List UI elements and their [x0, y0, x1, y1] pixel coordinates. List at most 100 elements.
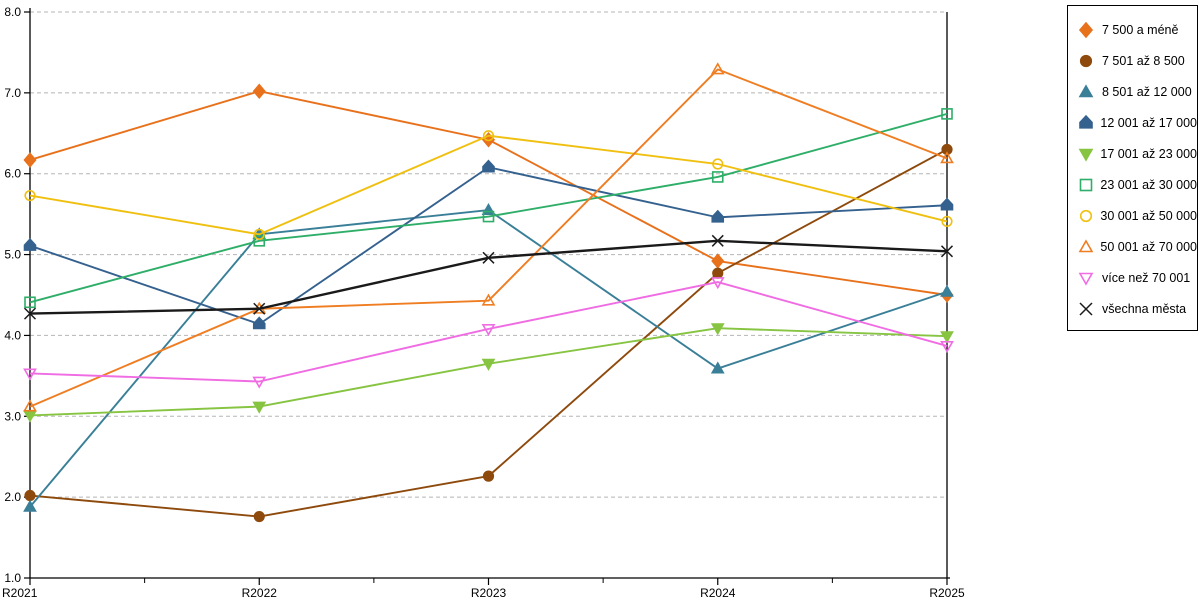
chart-legend: 7 500 a méně 7 501 až 8 500 8 501 až 12 00… [1067, 5, 1198, 331]
marker-circle [482, 470, 495, 482]
x-tick-label: R2025 [929, 586, 965, 600]
legend-item-4: 17 001 až 23 000 [1068, 138, 1197, 169]
marker-triangle-down [940, 331, 954, 344]
y-tick-label: 3.0 [4, 409, 21, 423]
marker-triangle-down [252, 376, 267, 389]
marker-triangle-up [940, 284, 954, 297]
legend-item-5: 23 001 až 30 000 [1068, 169, 1197, 200]
marker-triangle-up [481, 202, 496, 216]
marker-circle [253, 510, 265, 523]
pentagon-up-legend-icon [1079, 114, 1093, 129]
marker-triangle-up [23, 499, 37, 512]
marker-triangle-up [481, 293, 496, 306]
triangle-up-legend-icon [1078, 83, 1094, 97]
marker-circle [941, 215, 953, 228]
marker-triangle-up [710, 361, 725, 374]
marker-square [24, 296, 36, 309]
marker-triangle-up [1078, 238, 1094, 252]
marker-pentagon-up [940, 197, 954, 211]
marker-pentagon-up [252, 316, 266, 330]
marker-square [1079, 178, 1093, 191]
x-tick-label: R2021 [2, 586, 38, 600]
legend-item-1: 7 501 až 8 500 [1068, 45, 1197, 76]
marker-triangle-down [710, 277, 725, 290]
marker-triangle-down [481, 324, 496, 337]
marker-triangle-up [23, 399, 37, 412]
marker-triangle-down [710, 323, 725, 336]
marker-triangle-down [23, 368, 37, 381]
marker-x [1079, 301, 1093, 316]
legend-label: všechna města [1102, 301, 1187, 316]
legend-label: více než 70 001 [1102, 270, 1191, 285]
y-tick-label: 6.0 [4, 167, 21, 181]
marker-circle [24, 489, 36, 502]
circle-legend-icon [1079, 209, 1093, 222]
marker-diamond [711, 253, 725, 269]
series-line-7 [29, 68, 948, 408]
marker-diamond [252, 83, 266, 99]
x-tick-label: R2022 [242, 586, 278, 600]
legend-label: 7 501 až 8 500 [1102, 53, 1185, 68]
triangle-down-legend-icon [1078, 272, 1094, 286]
marker-circle [1079, 209, 1093, 222]
legend-item-9: všechna města [1068, 293, 1197, 324]
marker-circle [1079, 54, 1093, 67]
legend-label: 12 001 až 17 000 [1100, 115, 1197, 130]
y-tick-label: 2.0 [4, 490, 21, 504]
legend-item-0: 7 500 a méně [1068, 14, 1197, 45]
y-tick-label: 4.0 [4, 328, 21, 342]
x-legend-icon [1079, 301, 1093, 316]
marker-circle [712, 267, 724, 279]
x-tick-label: R2024 [700, 586, 736, 600]
marker-diamond [1078, 21, 1094, 38]
marker-circle [482, 130, 495, 142]
marker-circle [712, 158, 724, 170]
marker-square [253, 235, 266, 247]
marker-square [941, 108, 953, 120]
marker-triangle-up [1078, 83, 1094, 97]
marker-triangle-down [252, 401, 267, 414]
legend-item-3: 12 001 až 17 000 [1068, 107, 1197, 138]
circle-legend-icon [1079, 54, 1093, 67]
marker-circle [24, 189, 36, 202]
y-tick-label: 1.0 [4, 571, 21, 585]
legend-item-6: 30 001 až 50 000 [1068, 200, 1197, 231]
legend-item-7: 50 001 až 70 000 [1068, 231, 1197, 262]
marker-x [253, 302, 266, 315]
marker-x [711, 234, 724, 247]
legend-item-8: více než 70 001 [1068, 262, 1197, 293]
marker-square [482, 210, 495, 223]
marker-pentagon-up [23, 237, 37, 251]
x-tick-label: R2023 [471, 586, 507, 600]
marker-diamond [23, 152, 37, 168]
legend-item-2: 8 501 až 12 000 [1068, 76, 1197, 107]
marker-triangle-up [710, 62, 725, 75]
marker-square [711, 171, 724, 183]
marker-x [940, 245, 954, 258]
marker-pentagon-up [1079, 114, 1093, 129]
marker-pentagon-up [482, 159, 495, 173]
legend-label: 50 001 až 70 000 [1100, 239, 1197, 254]
legend-label: 30 001 až 50 000 [1100, 208, 1197, 223]
series-line-9 [29, 239, 948, 315]
series-line-8 [29, 281, 948, 383]
marker-triangle-down [1078, 148, 1094, 162]
series-line-6 [29, 134, 948, 236]
legend-label: 17 001 až 23 000 [1100, 146, 1197, 161]
y-tick-label: 5.0 [4, 248, 21, 262]
y-tick-label: 7.0 [4, 86, 21, 100]
square-legend-icon [1079, 178, 1093, 191]
legend-label: 7 500 a méně [1102, 22, 1179, 37]
marker-pentagon-up [711, 209, 725, 223]
diamond-legend-icon [1078, 21, 1094, 38]
marker-x [482, 251, 495, 264]
triangle-down-legend-icon [1078, 148, 1094, 162]
y-tick-label: 8.0 [4, 5, 21, 19]
legend-label: 8 501 až 12 000 [1102, 84, 1192, 99]
series-line-4 [29, 327, 948, 417]
triangle-up-legend-icon [1078, 238, 1094, 252]
marker-triangle-down [940, 341, 954, 354]
marker-triangle-down [1078, 272, 1094, 286]
